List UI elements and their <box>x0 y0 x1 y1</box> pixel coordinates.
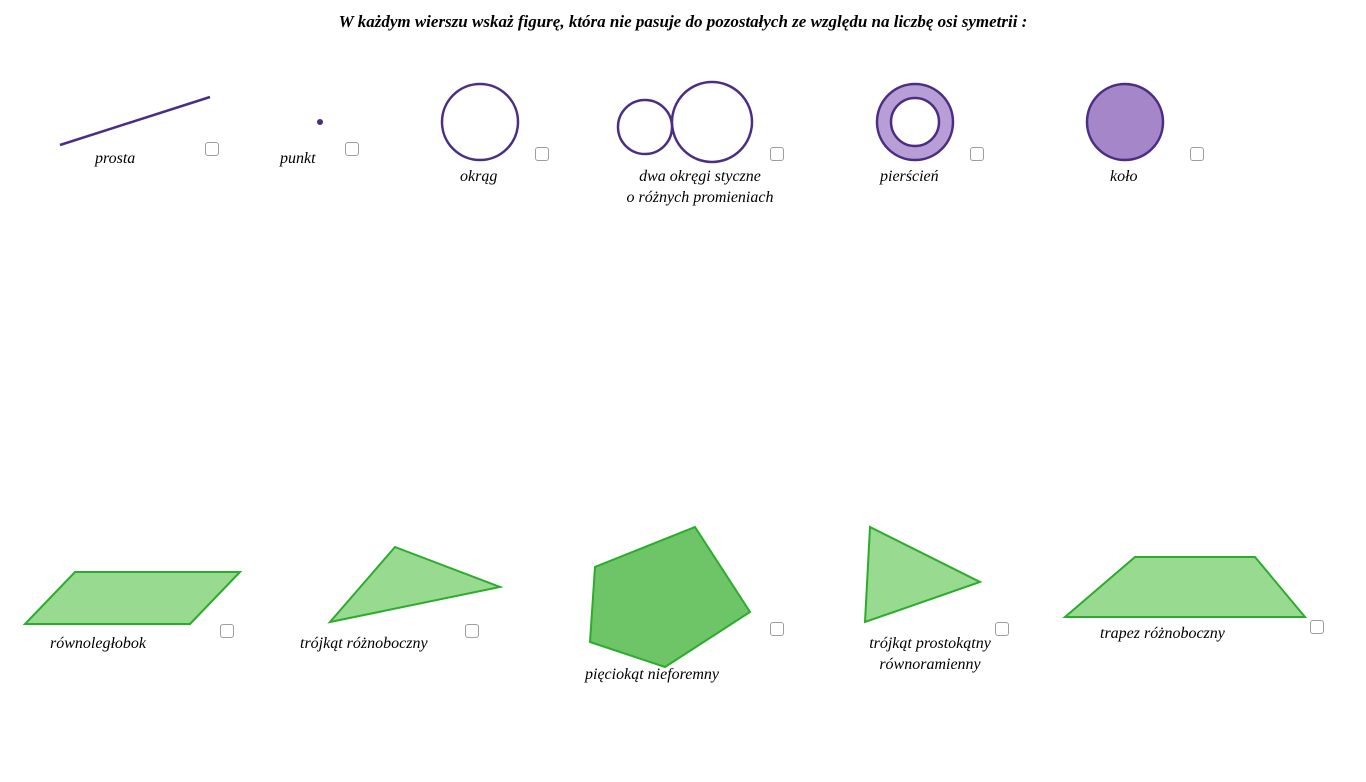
figure-okrag <box>430 72 540 172</box>
figure-trojkat-prostokatny <box>855 522 995 642</box>
item-trojkat-prostokatny: trójkąt prostokątny równoramienny <box>855 522 995 642</box>
row-1: prosta punkt okrąg dwa okręgi stycz <box>0 62 1366 262</box>
figure-trapez <box>1060 542 1310 632</box>
label-rownoleglobok: równoległobok <box>50 634 146 655</box>
label-dwa-okregi: dwa okręgi styczne o różnych promieniach <box>600 167 800 209</box>
figure-kolo <box>1075 72 1185 172</box>
item-rownoleglobok: równoległobok <box>20 552 250 652</box>
figure-punkt <box>290 87 350 157</box>
item-pierscien: pierścień <box>865 72 975 172</box>
label-trojkat-roznoboczny: trójkąt różnoboczny <box>300 634 428 655</box>
item-trapez: trapez różnoboczny <box>1060 542 1310 632</box>
item-okrag: okrąg <box>430 72 540 172</box>
label-okrag: okrąg <box>460 167 497 188</box>
checkbox-trojkat-prostokatny[interactable] <box>995 622 1009 636</box>
checkbox-okrag[interactable] <box>535 147 549 161</box>
page-title: W każdym wierszu wskaż figurę, która nie… <box>0 0 1366 32</box>
item-punkt: punkt <box>290 87 350 157</box>
item-kolo: koło <box>1075 72 1185 172</box>
item-prosta: prosta <box>50 87 220 157</box>
label-pieciokat: pięciokąt nieforemny <box>585 665 719 686</box>
item-trojkat-roznoboczny: trójkąt różnoboczny <box>320 537 510 647</box>
figure-pierscien <box>865 72 975 172</box>
checkbox-rownoleglobok[interactable] <box>220 624 234 638</box>
label-prosta: prosta <box>95 149 135 170</box>
figure-trojkat-roznoboczny <box>320 537 510 647</box>
label-pierscien: pierścień <box>880 167 939 188</box>
figure-prosta <box>50 87 220 157</box>
figure-pieciokat <box>575 522 775 672</box>
checkbox-kolo[interactable] <box>1190 147 1204 161</box>
checkbox-punkt[interactable] <box>345 142 359 156</box>
checkbox-pieciokat[interactable] <box>770 622 784 636</box>
row-2: równoległobok trójkąt różnoboczny pięcio… <box>0 522 1366 782</box>
label-trojkat-prostokatny: trójkąt prostokątny równoramienny <box>840 634 1020 676</box>
checkbox-pierscien[interactable] <box>970 147 984 161</box>
label-kolo: koło <box>1110 167 1138 188</box>
checkbox-prosta[interactable] <box>205 142 219 156</box>
label-punkt: punkt <box>280 149 316 170</box>
label-trapez: trapez różnoboczny <box>1100 624 1225 645</box>
checkbox-trapez[interactable] <box>1310 620 1324 634</box>
item-dwa-okregi: dwa okręgi styczne o różnych promieniach <box>600 72 770 172</box>
figure-dwa-okregi <box>600 72 770 172</box>
checkbox-dwa-okregi[interactable] <box>770 147 784 161</box>
item-pieciokat: pięciokąt nieforemny <box>575 522 775 672</box>
checkbox-trojkat-roznoboczny[interactable] <box>465 624 479 638</box>
